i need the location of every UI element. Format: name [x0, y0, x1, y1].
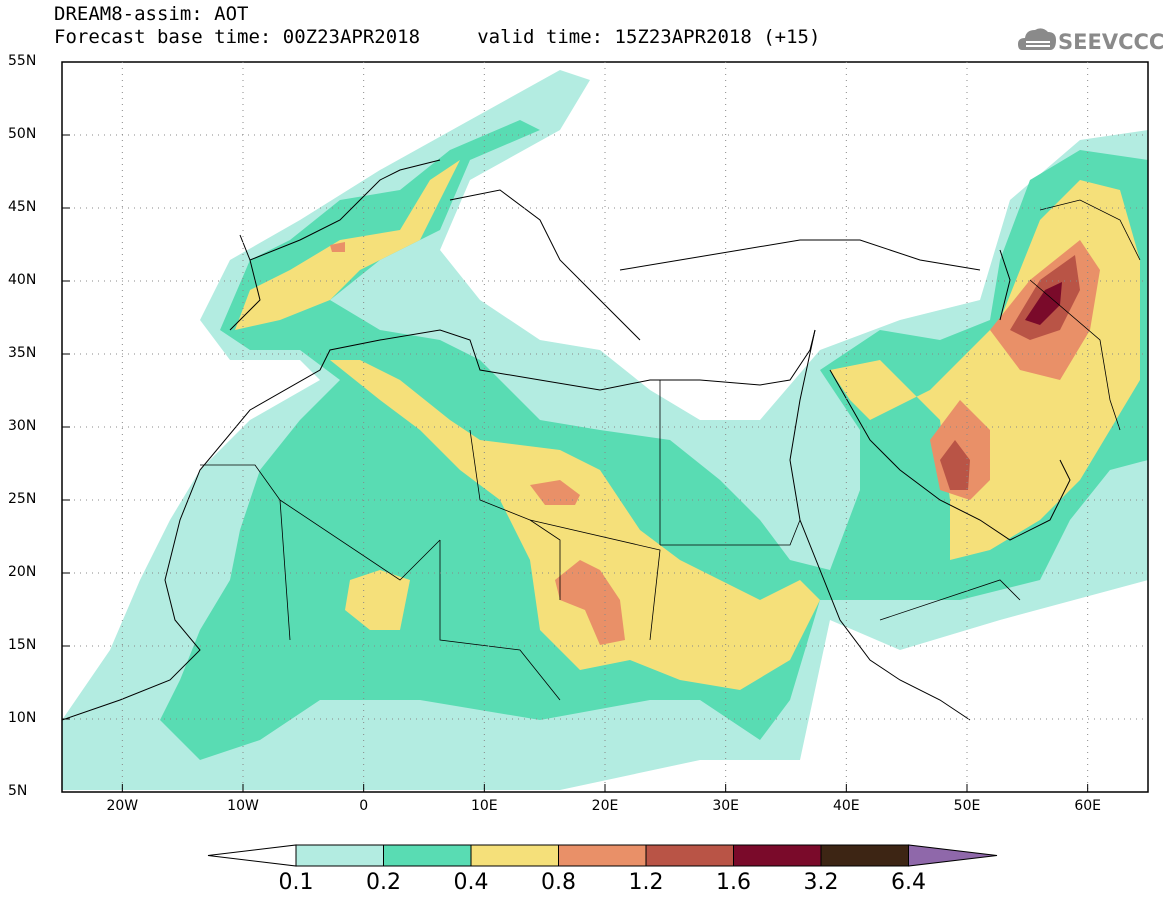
lon-label: 20W: [106, 798, 139, 814]
colorbar-label: 0.1: [278, 870, 314, 895]
map-title: DREAM8-assim: AOT: [54, 3, 249, 25]
coastlines: [62, 159, 1071, 721]
lon-label: 30E: [712, 798, 739, 814]
lat-label: 10N: [8, 710, 37, 726]
aot-band-1.6: [1025, 282, 1062, 325]
forecast-time-line: Forecast base time: 00Z23APR2018 valid t…: [54, 26, 821, 48]
cloud-logo-icon: [1018, 28, 1056, 50]
lat-label: 45N: [8, 199, 37, 215]
lat-label: 15N: [8, 637, 37, 653]
lon-label: 40E: [832, 798, 860, 814]
colorbar-label: 1.2: [628, 870, 664, 895]
lat-label: 5N: [8, 783, 28, 799]
lat-label: 30N: [8, 418, 37, 434]
logo-text: SEEVCCC: [1058, 30, 1165, 54]
lat-label: 20N: [8, 564, 37, 580]
axis-ticks: [62, 61, 1089, 793]
aot-band-0.2: [160, 120, 1148, 760]
colorbar-label: 1.6: [716, 870, 751, 895]
gridlines: [62, 62, 1148, 792]
lat-label: 35N: [8, 345, 37, 361]
colorbar-label: 6.4: [891, 870, 926, 895]
lon-label: 60E: [1074, 798, 1101, 814]
colorbar-label: 0.2: [366, 870, 401, 895]
lat-label: 25N: [8, 491, 37, 507]
lat-label: 50N: [8, 126, 37, 142]
lat-label: 40N: [8, 272, 37, 288]
lon-label: 10W: [227, 798, 259, 814]
lat-label: 55N: [8, 53, 37, 69]
colorbar-label: 3.2: [803, 870, 839, 895]
lon-label: 10E: [470, 798, 498, 814]
country-borders: [200, 199, 1141, 701]
colorbar-label: 0.8: [541, 870, 576, 895]
lon-label: 20E: [591, 798, 619, 814]
lon-label: 50E: [953, 798, 981, 814]
colorbar-label: 0.4: [453, 870, 489, 895]
lon-label: 0: [359, 798, 369, 814]
